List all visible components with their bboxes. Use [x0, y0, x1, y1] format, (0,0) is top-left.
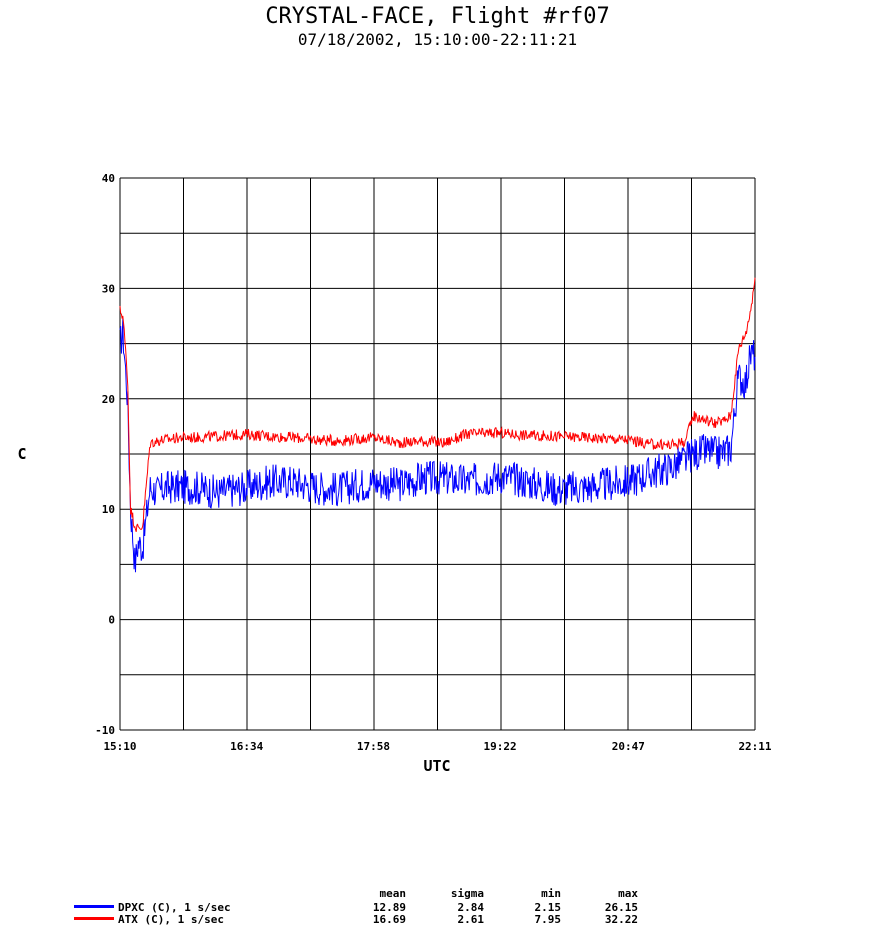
legend-label-dpxc: DPXC (C), 1 s/sec — [118, 901, 231, 914]
y-tick-label: -10 — [95, 724, 115, 737]
stat-sigma-atx: 2.61 — [457, 913, 485, 926]
x-tick-label: 17:58 — [357, 740, 390, 753]
legend-swatch-dpxc — [74, 905, 114, 908]
stats-header-min: min — [541, 887, 561, 900]
stat-min-atx: 7.95 — [534, 913, 562, 926]
stat-mean-atx: 16.69 — [372, 913, 406, 926]
chart-subtitle: 07/18/2002, 15:10:00-22:11:21 — [297, 30, 578, 49]
y-tick-label: 40 — [102, 172, 115, 185]
x-tick-label: 20:47 — [612, 740, 645, 753]
stats-header-mean: mean — [379, 887, 407, 900]
stat-mean-dpxc: 12.89 — [372, 901, 406, 914]
stat-sigma-dpxc: 2.84 — [457, 901, 485, 914]
y-tick-label: 10 — [102, 503, 115, 516]
y-axis-label: C — [17, 445, 26, 463]
stats-header-sigma: sigma — [450, 887, 484, 900]
legend-label-atx: ATX (C), 1 s/sec — [118, 913, 224, 926]
x-axis-label: UTC — [423, 757, 450, 775]
y-tick-label: 0 — [108, 614, 115, 627]
chart-title: CRYSTAL-FACE, Flight #rf07 — [265, 4, 610, 29]
stat-max-dpxc: 26.15 — [604, 901, 638, 914]
series-layer — [119, 277, 756, 573]
x-tick-labels: 15:10 16:34 17:58 19:22 20:47 22:11 — [103, 740, 771, 753]
grid — [119, 177, 756, 731]
stats-header: mean sigma min max — [0, 887, 875, 900]
x-tick-label: 15:10 — [103, 740, 136, 753]
stats-row-atx: ATX (C), 1 s/sec 16.69 2.61 7.95 32.22 — [0, 913, 875, 926]
stats-row-dpxc: DPXC (C), 1 s/sec 12.89 2.84 2.15 26.15 — [0, 901, 875, 914]
stat-min-dpxc: 2.15 — [534, 901, 562, 914]
x-tick-label: 22:11 — [738, 740, 771, 753]
x-tick-label: 19:22 — [484, 740, 517, 753]
stat-max-atx: 32.22 — [604, 913, 638, 926]
y-tick-label: 20 — [102, 393, 115, 406]
legend-swatch-atx — [74, 917, 114, 920]
stats-header-max: max — [618, 887, 638, 900]
y-tick-label: 30 — [102, 282, 115, 295]
series-line-dpxc — [119, 318, 756, 573]
series-line-atx — [119, 277, 756, 532]
x-tick-label: 16:34 — [230, 740, 263, 753]
y-tick-labels: -10 0 10 20 30 40 — [95, 172, 115, 737]
stats-table: mean sigma min max DPXC (C), 1 s/sec 12.… — [0, 887, 875, 931]
